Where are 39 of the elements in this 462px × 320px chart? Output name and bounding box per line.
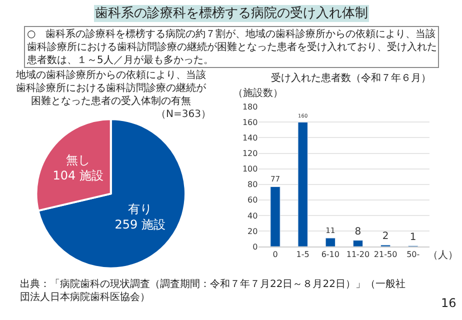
y-tick-label: 0 <box>252 242 258 252</box>
y-tick-label: 100 <box>242 164 258 174</box>
text: 16 <box>441 296 456 310</box>
slice-label: 無し <box>66 152 90 167</box>
text: 歯科系の診療科を標榜する病院の受け入れ体制 <box>95 6 368 21</box>
text: ○ 歯科系の診療科を標榜する病院の約７割が、地域の歯科診療所からの依頼により、当該歯科診療所における歯科訪問診療の継続が困難となった患者を受け入れており、受け入れた患者数は、１～5人／月が最も多かった。 <box>26 28 437 66</box>
data-label: 2 <box>382 231 389 242</box>
y-tick-label: 60 <box>248 196 258 205</box>
pie-slice <box>37 118 186 270</box>
chart-title: 受け入れた患者数（令和７年６月） <box>271 72 431 84</box>
y-tick-label: 40 <box>248 211 258 220</box>
x-tick-label: 6-10 <box>321 250 340 260</box>
bar <box>270 186 280 247</box>
y-axis-title: （施設数） <box>233 87 283 99</box>
data-label: 77 <box>270 174 280 184</box>
bar <box>298 122 308 247</box>
y-tick-label: 180 <box>242 102 258 112</box>
bar <box>325 238 336 247</box>
data-label: 259 施設 <box>114 218 166 232</box>
x-tick-label: 11-20 <box>346 250 370 260</box>
bar <box>352 240 364 247</box>
y-tick-label: 120 <box>242 149 258 158</box>
y-tick-label: 20 <box>248 226 258 236</box>
x-tick-label: 1-5 <box>296 250 310 260</box>
x-tick-label: 50- <box>406 250 420 260</box>
y-tick-label: 160 <box>242 118 258 127</box>
data-label: 11 <box>326 226 336 235</box>
y-tick-label: 80 <box>248 180 258 190</box>
slice-label: 有り <box>128 202 152 216</box>
data-label: 8 <box>354 226 362 238</box>
y-tick-label: 140 <box>242 134 258 143</box>
x-axis-title: （人） <box>428 250 458 261</box>
chart-subtitle: （N=363） <box>156 109 211 120</box>
chart-title: 地域の歯科診療所からの依頼により、当該歯科診療所における歯科訪問診療の継続が困難となった患者の受入体制の有無 <box>15 69 207 107</box>
x-tick-label: 21-50 <box>374 250 398 260</box>
data-label: 1 <box>410 232 416 243</box>
data-label: 104 施設 <box>52 168 104 182</box>
source-note: 出典：「病院歯科の現状調査（調査期間：令和７年７月22日～８月22日）」（一般社団法人日本病院歯科医協会） <box>20 278 406 303</box>
x-tick-label: 0 <box>272 250 278 260</box>
